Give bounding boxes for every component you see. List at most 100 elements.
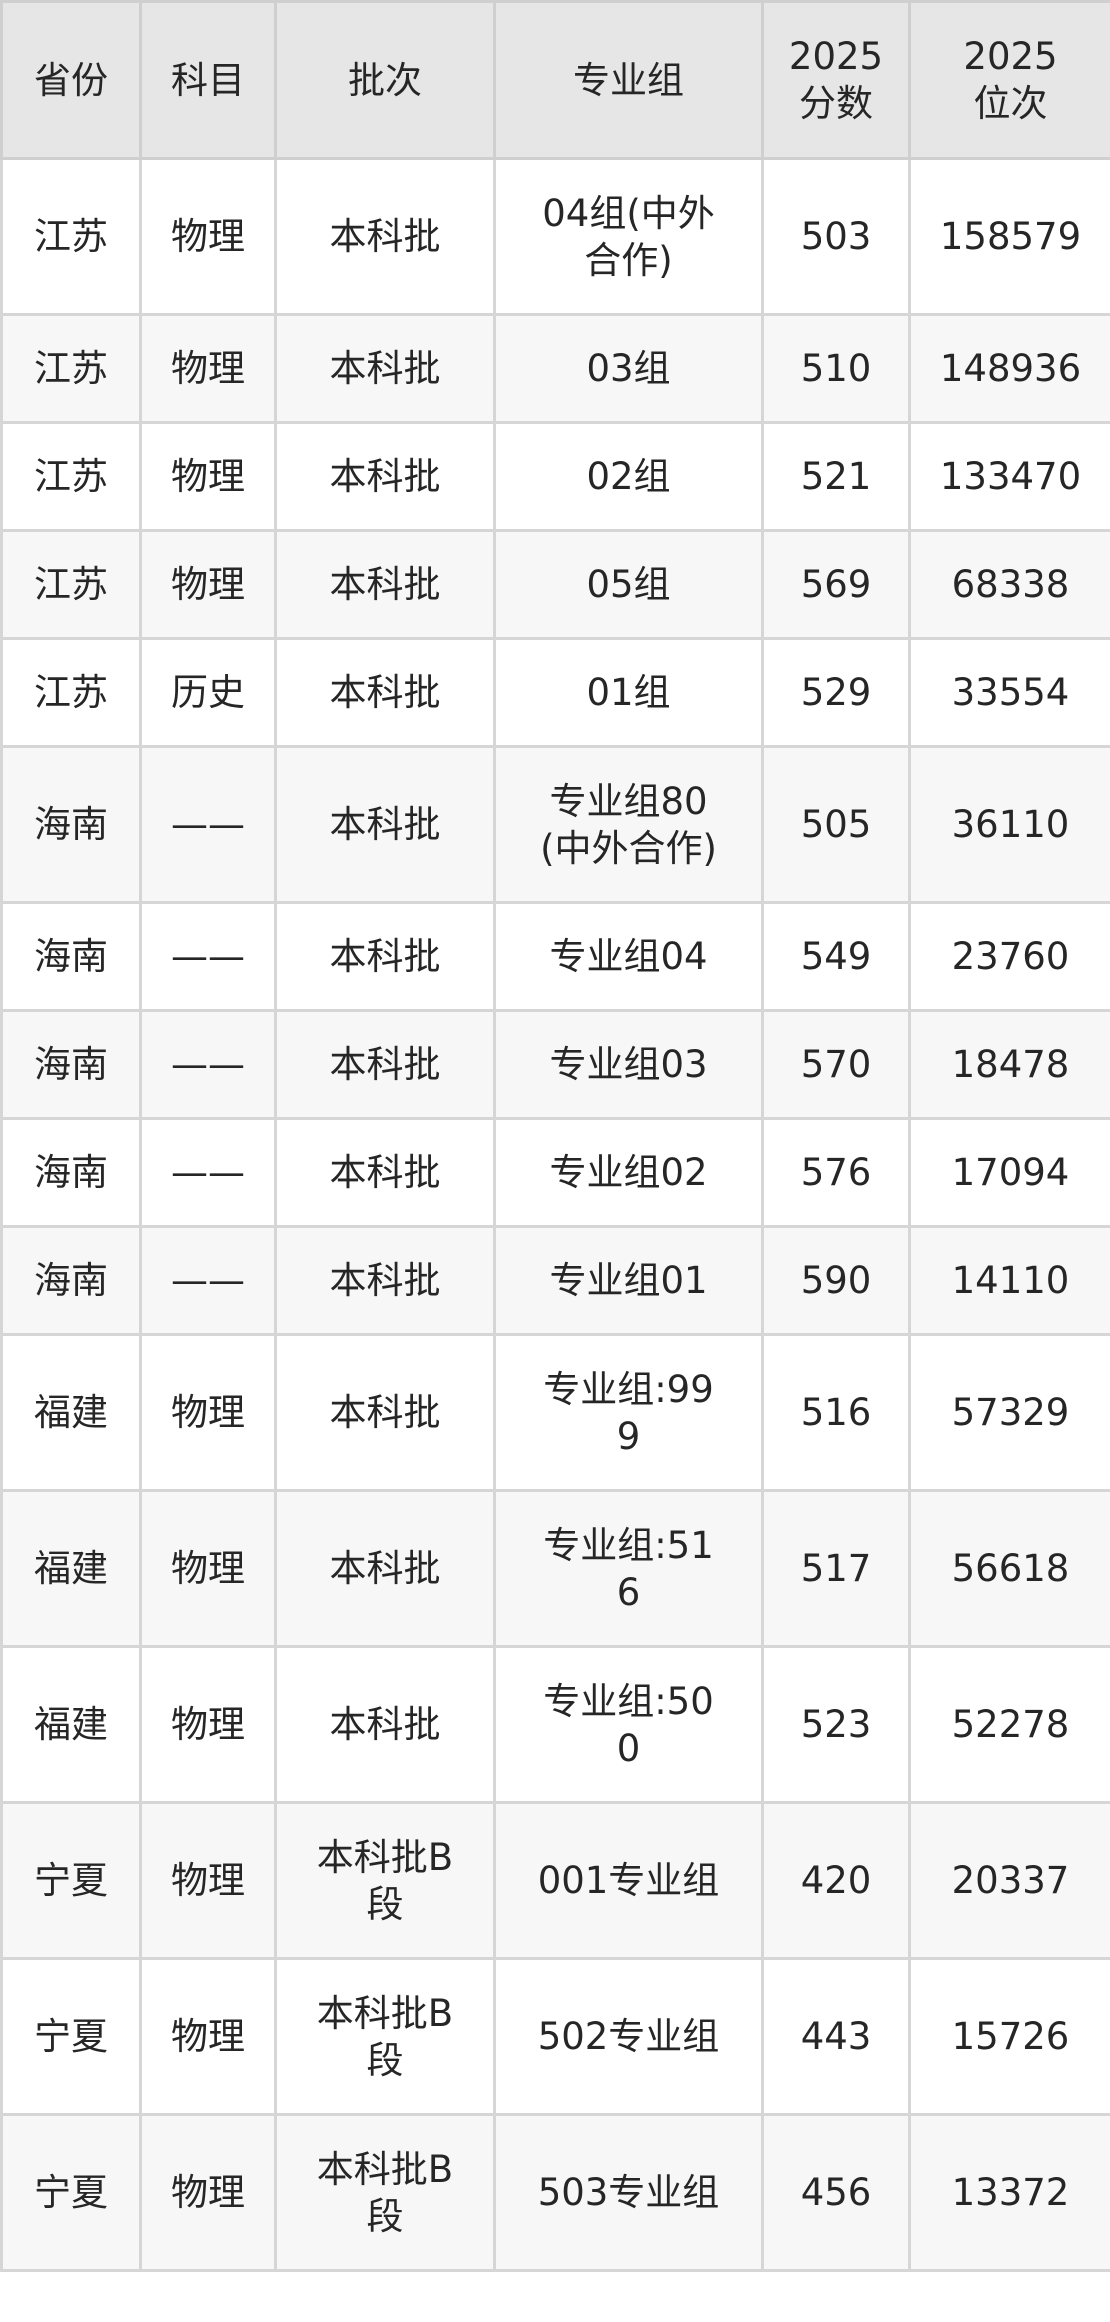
cell-batch: 本科批: [274, 157, 496, 316]
cell-subject: 物理: [139, 313, 277, 424]
header-subject: 科目: [139, 0, 277, 160]
table-row: 海南 —— 本科批 专业组04 549 23760: [0, 901, 1110, 1012]
cell-batch: 本科批: [274, 1009, 496, 1120]
cell-score: 503: [761, 157, 911, 316]
header-major-group: 专业组: [493, 0, 764, 160]
cell-province: 海南: [0, 1117, 142, 1228]
cell-major-group: 503专业组: [493, 2113, 764, 2272]
cell-province: 福建: [0, 1489, 142, 1648]
cell-score: 576: [761, 1117, 911, 1228]
cell-batch: 本科批B段: [274, 1957, 496, 2116]
cell-score: 523: [761, 1645, 911, 1804]
cell-score: 590: [761, 1225, 911, 1336]
cell-batch: 本科批: [274, 313, 496, 424]
table-row: 海南 —— 本科批 专业组80(中外合作) 505 36110: [0, 745, 1110, 904]
cell-province: 福建: [0, 1333, 142, 1492]
cell-major-group: 专业组80(中外合作): [493, 745, 764, 904]
cell-subject: 物理: [139, 1801, 277, 1960]
cell-batch: 本科批: [274, 421, 496, 532]
cell-subject: ——: [139, 901, 277, 1012]
cell-rank: 17094: [908, 1117, 1110, 1228]
cell-province: 福建: [0, 1645, 142, 1804]
cell-rank: 15726: [908, 1957, 1110, 2116]
cell-rank: 20337: [908, 1801, 1110, 1960]
cell-province: 宁夏: [0, 1801, 142, 1960]
cell-province: 江苏: [0, 313, 142, 424]
cell-rank: 133470: [908, 421, 1110, 532]
cell-province: 江苏: [0, 157, 142, 316]
table-row: 宁夏 物理 本科批B段 502专业组 443 15726: [0, 1957, 1110, 2116]
cell-batch: 本科批B段: [274, 1801, 496, 1960]
cell-batch: 本科批: [274, 637, 496, 748]
table-row: 江苏 物理 本科批 03组 510 148936: [0, 313, 1110, 424]
cell-province: 海南: [0, 745, 142, 904]
cell-major-group: 专业组:516: [493, 1489, 764, 1648]
cell-score: 505: [761, 745, 911, 904]
cell-subject: 物理: [139, 1489, 277, 1648]
table-row: 海南 —— 本科批 专业组03 570 18478: [0, 1009, 1110, 1120]
cell-rank: 33554: [908, 637, 1110, 748]
cell-score: 529: [761, 637, 911, 748]
table-row: 福建 物理 本科批 专业组:500 523 52278: [0, 1645, 1110, 1804]
cell-major-group: 04组(中外合作): [493, 157, 764, 316]
cell-score: 443: [761, 1957, 911, 2116]
cell-score: 420: [761, 1801, 911, 1960]
cell-batch: 本科批: [274, 1333, 496, 1492]
cell-score: 510: [761, 313, 911, 424]
cell-rank: 148936: [908, 313, 1110, 424]
cell-subject: 历史: [139, 637, 277, 748]
cell-province: 海南: [0, 1225, 142, 1336]
cell-subject: 物理: [139, 2113, 277, 2272]
header-row: 省份 科目 批次 专业组 2025分数 2025位次: [0, 0, 1110, 160]
cell-province: 海南: [0, 1009, 142, 1120]
cell-major-group: 02组: [493, 421, 764, 532]
table-row: 福建 物理 本科批 专业组:999 516 57329: [0, 1333, 1110, 1492]
table-row: 宁夏 物理 本科批B段 001专业组 420 20337: [0, 1801, 1110, 1960]
cell-province: 江苏: [0, 529, 142, 640]
cell-score: 570: [761, 1009, 911, 1120]
cell-batch: 本科批B段: [274, 2113, 496, 2272]
cell-major-group: 专业组:500: [493, 1645, 764, 1804]
cell-rank: 56618: [908, 1489, 1110, 1648]
cell-subject: 物理: [139, 1957, 277, 2116]
cell-major-group: 502专业组: [493, 1957, 764, 2116]
cell-batch: 本科批: [274, 1225, 496, 1336]
cell-rank: 13372: [908, 2113, 1110, 2272]
cell-rank: 23760: [908, 901, 1110, 1012]
cell-score: 456: [761, 2113, 911, 2272]
table-row: 海南 —— 本科批 专业组01 590 14110: [0, 1225, 1110, 1336]
cell-province: 宁夏: [0, 1957, 142, 2116]
cell-score: 521: [761, 421, 911, 532]
table-row: 江苏 物理 本科批 05组 569 68338: [0, 529, 1110, 640]
cell-major-group: 01组: [493, 637, 764, 748]
cell-subject: ——: [139, 1225, 277, 1336]
cell-subject: 物理: [139, 1645, 277, 1804]
cell-subject: ——: [139, 1009, 277, 1120]
cell-major-group: 专业组04: [493, 901, 764, 1012]
cell-major-group: 05组: [493, 529, 764, 640]
cell-rank: 158579: [908, 157, 1110, 316]
table-row: 海南 —— 本科批 专业组02 576 17094: [0, 1117, 1110, 1228]
table-row: 福建 物理 本科批 专业组:516 517 56618: [0, 1489, 1110, 1648]
cell-batch: 本科批: [274, 529, 496, 640]
cell-rank: 52278: [908, 1645, 1110, 1804]
cell-rank: 14110: [908, 1225, 1110, 1336]
cell-major-group: 03组: [493, 313, 764, 424]
table-row: 宁夏 物理 本科批B段 503专业组 456 13372: [0, 2113, 1110, 2272]
cell-score: 517: [761, 1489, 911, 1648]
cell-batch: 本科批: [274, 745, 496, 904]
cell-province: 宁夏: [0, 2113, 142, 2272]
cell-major-group: 专业组02: [493, 1117, 764, 1228]
header-score: 2025分数: [761, 0, 911, 160]
cell-subject: 物理: [139, 157, 277, 316]
cell-subject: 物理: [139, 421, 277, 532]
cell-subject: 物理: [139, 529, 277, 640]
cell-rank: 36110: [908, 745, 1110, 904]
cell-major-group: 专业组03: [493, 1009, 764, 1120]
cell-batch: 本科批: [274, 1117, 496, 1228]
cell-batch: 本科批: [274, 1489, 496, 1648]
cell-subject: ——: [139, 1117, 277, 1228]
table-row: 江苏 物理 本科批 04组(中外合作) 503 158579: [0, 157, 1110, 316]
table-row: 江苏 历史 本科批 01组 529 33554: [0, 637, 1110, 748]
cell-province: 江苏: [0, 421, 142, 532]
